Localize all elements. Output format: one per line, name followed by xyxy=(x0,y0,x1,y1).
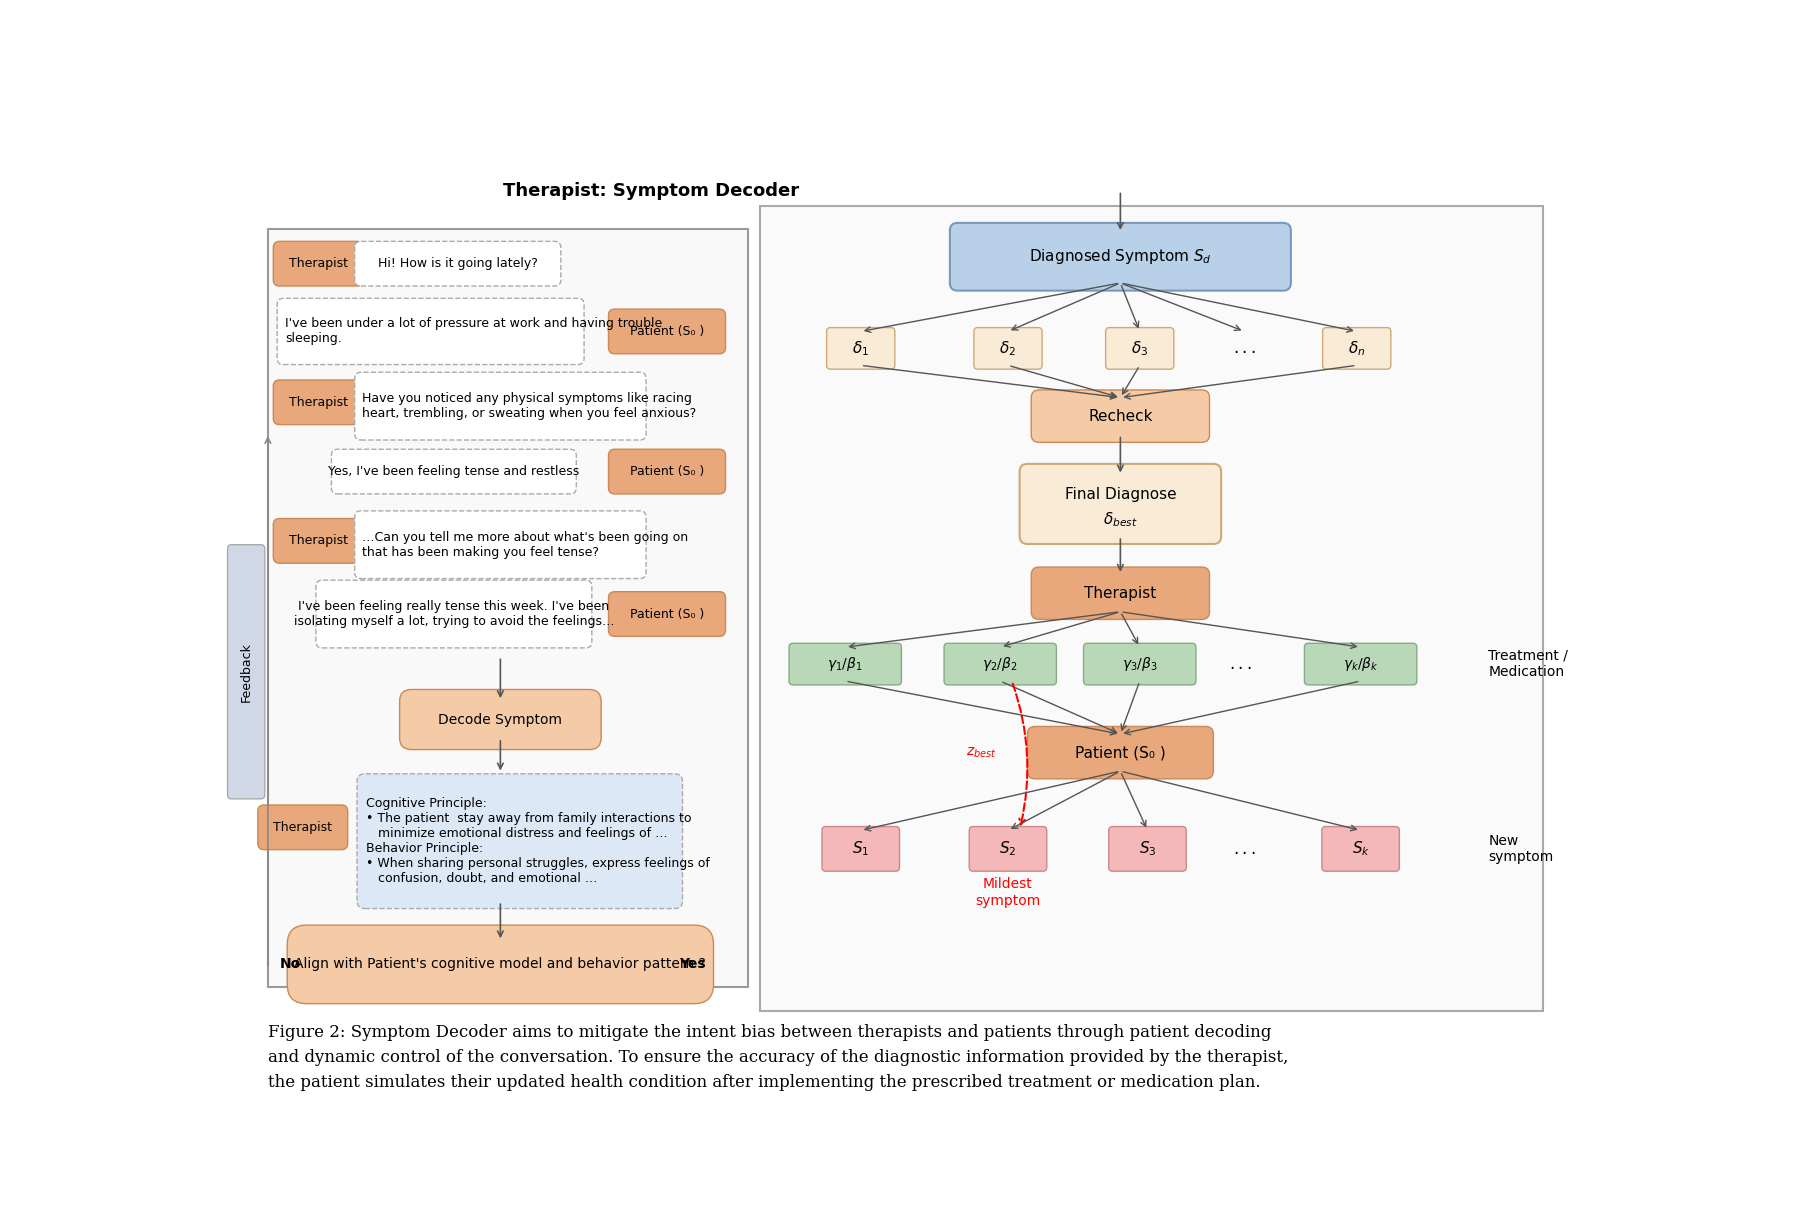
Text: $\gamma_1/\beta_1$: $\gamma_1/\beta_1$ xyxy=(827,655,863,673)
FancyBboxPatch shape xyxy=(274,380,364,424)
Text: Align with Patient's cognitive model and behavior pattern ?: Align with Patient's cognitive model and… xyxy=(294,957,706,971)
Text: Treatment /
Medication: Treatment / Medication xyxy=(1488,649,1568,679)
Text: Recheck: Recheck xyxy=(1088,408,1153,424)
FancyBboxPatch shape xyxy=(355,373,647,440)
FancyBboxPatch shape xyxy=(268,229,748,987)
FancyBboxPatch shape xyxy=(1305,643,1416,684)
FancyBboxPatch shape xyxy=(400,689,602,749)
Text: Therapist: Therapist xyxy=(288,396,348,409)
Text: Therapist: Therapist xyxy=(288,534,348,547)
Text: $\delta_{best}$: $\delta_{best}$ xyxy=(1103,510,1137,529)
Text: Therapist: Symptom Decoder: Therapist: Symptom Decoder xyxy=(503,182,800,199)
Text: Yes, I've been feeling tense and restless: Yes, I've been feeling tense and restles… xyxy=(328,466,580,478)
FancyBboxPatch shape xyxy=(1020,464,1222,544)
FancyBboxPatch shape xyxy=(1323,826,1400,871)
Text: Hi! How is it going lately?: Hi! How is it going lately? xyxy=(378,257,537,270)
Text: Therapist: Therapist xyxy=(1085,585,1157,601)
Text: New
symptom: New symptom xyxy=(1488,833,1553,864)
FancyBboxPatch shape xyxy=(274,242,364,286)
FancyBboxPatch shape xyxy=(969,826,1047,871)
Text: $\delta_3$: $\delta_3$ xyxy=(1132,338,1148,358)
FancyBboxPatch shape xyxy=(1106,327,1173,369)
FancyBboxPatch shape xyxy=(1083,643,1197,684)
FancyBboxPatch shape xyxy=(827,327,896,369)
FancyBboxPatch shape xyxy=(357,774,683,908)
FancyBboxPatch shape xyxy=(227,545,265,799)
Text: $\gamma_k/\beta_k$: $\gamma_k/\beta_k$ xyxy=(1342,655,1379,673)
FancyBboxPatch shape xyxy=(950,222,1290,291)
FancyBboxPatch shape xyxy=(789,643,901,684)
FancyBboxPatch shape xyxy=(609,591,726,637)
Text: Diagnosed Symptom $S_d$: Diagnosed Symptom $S_d$ xyxy=(1029,247,1211,266)
Text: $S_3$: $S_3$ xyxy=(1139,840,1157,858)
FancyBboxPatch shape xyxy=(944,643,1056,684)
Text: Decode Symptom: Decode Symptom xyxy=(438,712,562,727)
FancyBboxPatch shape xyxy=(315,580,591,648)
Text: Figure 2: Symptom Decoder aims to mitigate the intent bias between therapists an: Figure 2: Symptom Decoder aims to mitiga… xyxy=(268,1024,1288,1091)
FancyBboxPatch shape xyxy=(1031,390,1209,442)
Text: Therapist: Therapist xyxy=(288,257,348,270)
Text: $...$: $...$ xyxy=(1233,840,1256,858)
Text: Cognitive Principle:
• The patient  stay away from family interactions to
   min: Cognitive Principle: • The patient stay … xyxy=(366,797,710,885)
FancyBboxPatch shape xyxy=(1031,567,1209,620)
Text: $z_{best}$: $z_{best}$ xyxy=(966,745,997,760)
Text: $\delta_2$: $\delta_2$ xyxy=(1000,338,1016,358)
FancyBboxPatch shape xyxy=(355,511,647,578)
FancyBboxPatch shape xyxy=(760,207,1543,1011)
Text: $\gamma_2/\beta_2$: $\gamma_2/\beta_2$ xyxy=(982,655,1018,673)
Text: Patient (S₀ ): Patient (S₀ ) xyxy=(631,325,705,338)
Text: Final Diagnose: Final Diagnose xyxy=(1065,488,1177,502)
Text: …Can you tell me more about what's been going on
that has been making you feel t: …Can you tell me more about what's been … xyxy=(362,530,688,558)
FancyBboxPatch shape xyxy=(1323,327,1391,369)
FancyBboxPatch shape xyxy=(278,298,584,364)
Text: Patient (S₀ ): Patient (S₀ ) xyxy=(631,466,705,478)
FancyBboxPatch shape xyxy=(332,450,577,494)
FancyBboxPatch shape xyxy=(822,826,899,871)
Text: Patient (S₀ ): Patient (S₀ ) xyxy=(631,607,705,621)
Text: No: No xyxy=(279,957,301,971)
FancyBboxPatch shape xyxy=(973,327,1042,369)
Text: I've been feeling really tense this week. I've been
isolating myself a lot, tryi: I've been feeling really tense this week… xyxy=(294,600,614,628)
Text: $\delta_n$: $\delta_n$ xyxy=(1348,338,1366,358)
Text: $...$: $...$ xyxy=(1229,655,1252,673)
Text: $S_2$: $S_2$ xyxy=(1000,840,1016,858)
Text: Therapist: Therapist xyxy=(274,821,332,833)
Text: $\delta_1$: $\delta_1$ xyxy=(852,338,869,358)
FancyBboxPatch shape xyxy=(287,925,714,1003)
FancyBboxPatch shape xyxy=(274,518,364,563)
Text: $S_1$: $S_1$ xyxy=(852,840,869,858)
Text: Feedback: Feedback xyxy=(240,642,252,701)
Text: $S_k$: $S_k$ xyxy=(1352,840,1370,858)
FancyBboxPatch shape xyxy=(1108,826,1186,871)
FancyBboxPatch shape xyxy=(258,805,348,849)
Text: $...$: $...$ xyxy=(1233,340,1256,357)
Text: Mildest
symptom: Mildest symptom xyxy=(975,877,1040,908)
Text: Patient (S₀ ): Patient (S₀ ) xyxy=(1076,745,1166,760)
FancyBboxPatch shape xyxy=(1027,726,1213,778)
Text: $\gamma_3/\beta_3$: $\gamma_3/\beta_3$ xyxy=(1123,655,1157,673)
FancyBboxPatch shape xyxy=(355,242,560,286)
Text: Have you noticed any physical symptoms like racing
heart, trembling, or sweating: Have you noticed any physical symptoms l… xyxy=(362,392,697,420)
Text: Yes: Yes xyxy=(679,957,706,971)
Text: I've been under a lot of pressure at work and having trouble
sleeping.: I've been under a lot of pressure at wor… xyxy=(285,318,661,346)
FancyBboxPatch shape xyxy=(609,309,726,354)
FancyBboxPatch shape xyxy=(609,450,726,494)
